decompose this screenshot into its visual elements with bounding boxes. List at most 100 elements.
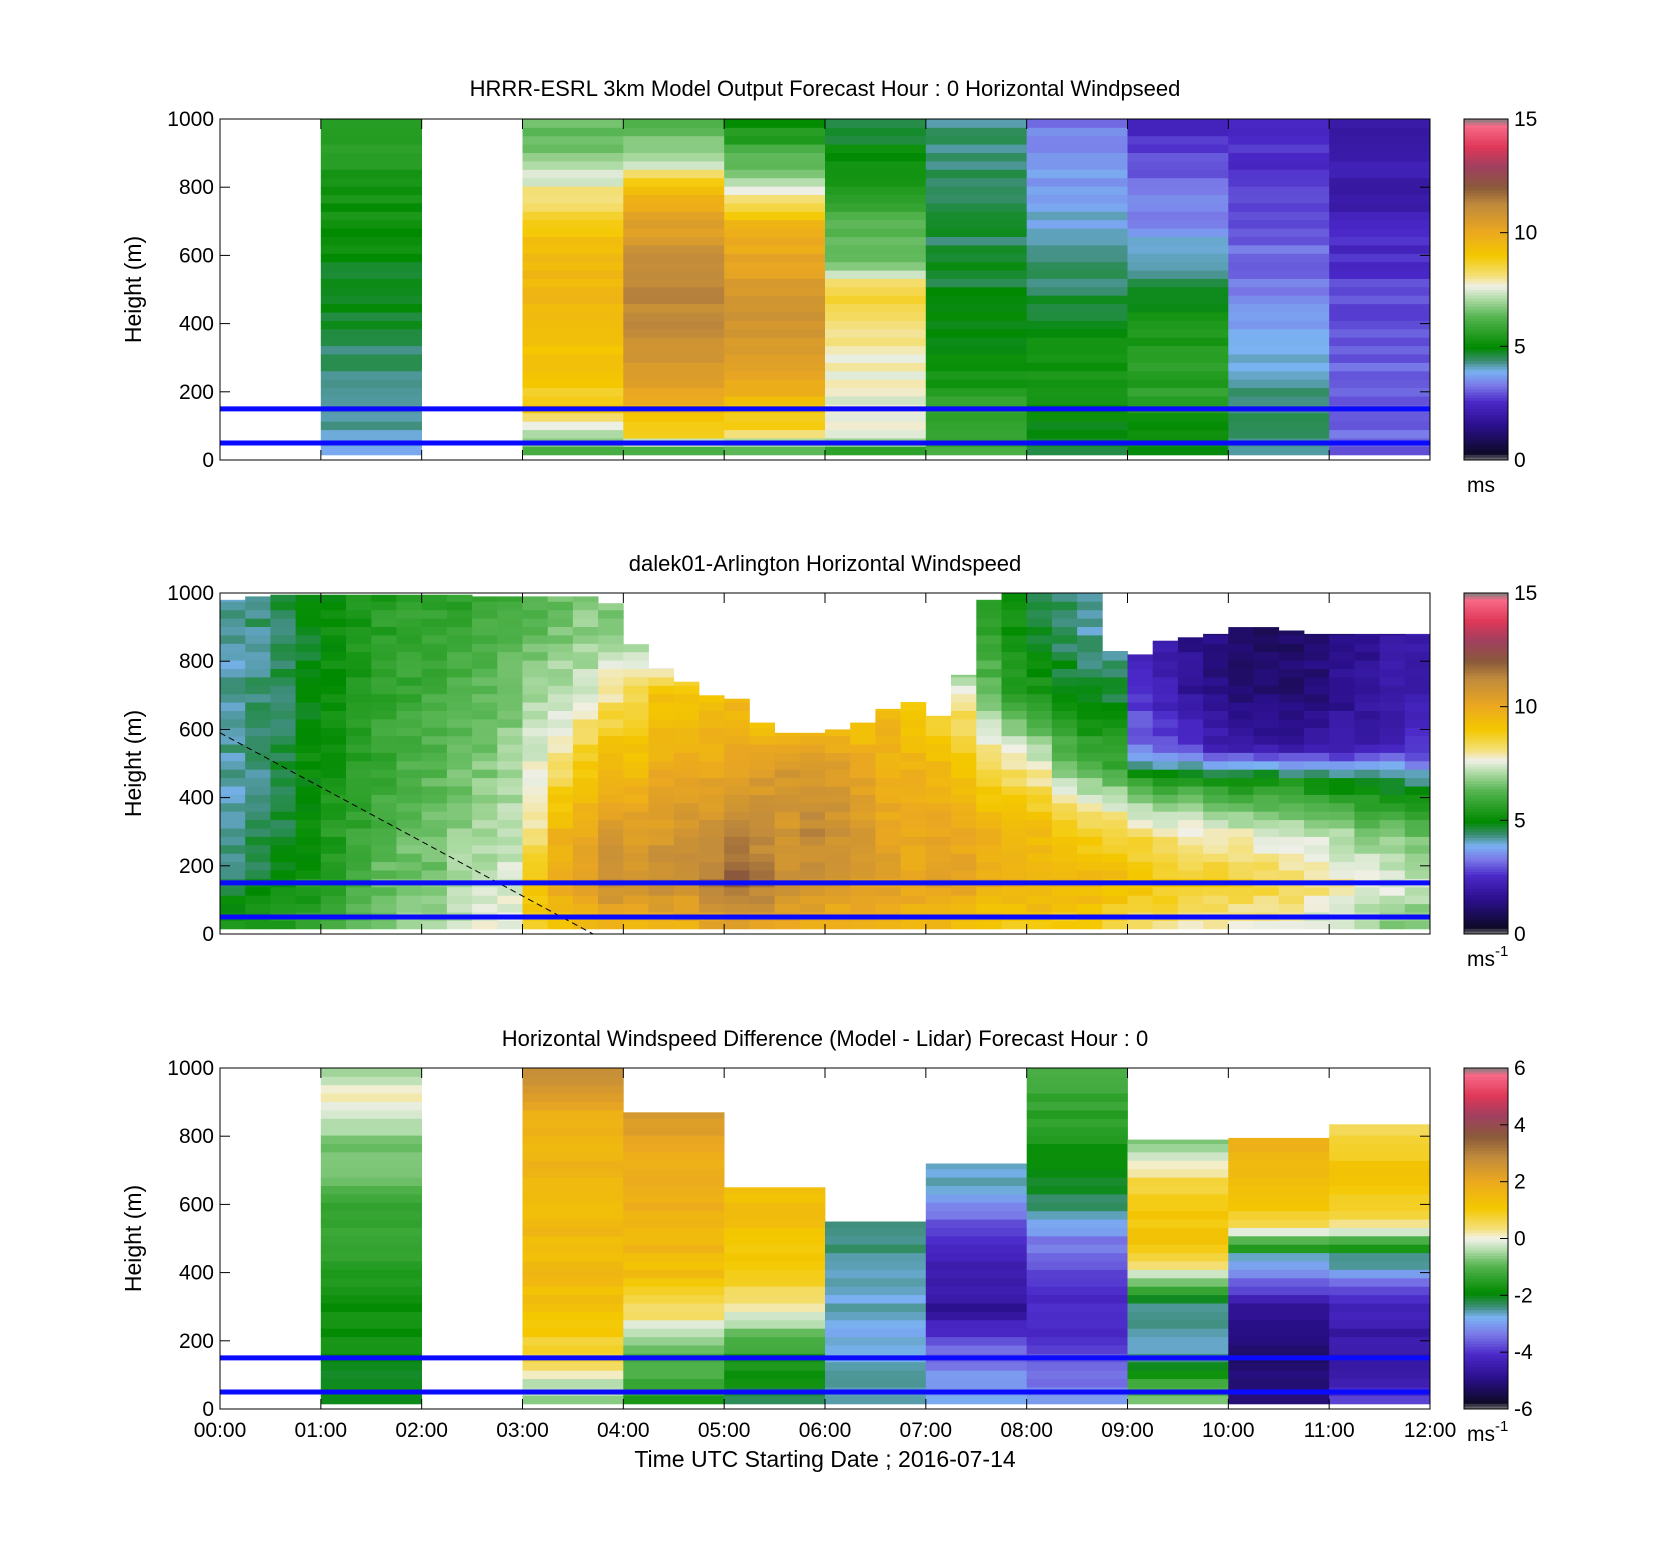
heatmap-cell: [1329, 769, 1355, 779]
heatmap-cell: [850, 777, 876, 787]
heatmap-cell: [522, 1177, 624, 1186]
heatmap-cell: [270, 702, 296, 711]
colorbar-swatch: [1464, 766, 1508, 770]
heatmap-cell: [497, 752, 523, 762]
x-tick-label: 10:00: [1202, 1419, 1255, 1442]
heatmap-cell: [1253, 802, 1280, 812]
colorbar-swatch: [1464, 899, 1508, 904]
heatmap-cell: [1152, 752, 1179, 762]
heatmap-cell: [396, 719, 423, 728]
heatmap-cell: [1026, 219, 1128, 229]
heatmap-cell: [598, 651, 624, 661]
heatmap-cell: [1026, 727, 1053, 737]
colorbar-swatch: [1464, 1366, 1508, 1370]
heatmap-cell: [1228, 387, 1330, 397]
heatmap-cell: [522, 1068, 624, 1077]
heatmap-cell: [1329, 328, 1431, 338]
heatmap-cell: [951, 752, 977, 762]
heatmap-cell: [1228, 396, 1330, 405]
heatmap-cell: [1102, 752, 1128, 762]
heatmap-cell: [699, 702, 725, 711]
heatmap-cell: [976, 660, 1002, 669]
colorbar-swatch: [1464, 615, 1508, 620]
heatmap-cell: [1379, 727, 1406, 737]
heatmap-cell: [598, 786, 624, 795]
colorbar-swatch: [1464, 280, 1508, 285]
heatmap-cell: [1278, 735, 1305, 745]
heatmap-cell: [1026, 1068, 1128, 1077]
heatmap-cell: [396, 594, 423, 602]
heatmap-cell: [421, 895, 448, 905]
heatmap-cell: [1228, 203, 1330, 212]
colorbar-swatch: [1464, 871, 1508, 875]
y-tick-label: 0: [202, 449, 214, 472]
heatmap-cell: [245, 744, 271, 753]
heatmap-cell: [320, 354, 422, 363]
heatmap-cell: [925, 836, 952, 846]
colorbar-swatch: [1464, 814, 1508, 818]
heatmap-column: [1077, 593, 1103, 930]
heatmap-cell: [1026, 1319, 1128, 1329]
heatmap-cell: [648, 903, 675, 913]
heatmap-cell: [421, 735, 448, 745]
heatmap-cell: [925, 362, 1027, 372]
heatmap-cell: [1203, 693, 1229, 703]
heatmap-cell: [623, 651, 649, 661]
colorbar-swatch: [1464, 1207, 1508, 1211]
heatmap-cell: [1127, 295, 1229, 305]
colorbar-swatch: [1464, 187, 1508, 191]
heatmap-cell: [245, 760, 271, 770]
heatmap-cell: [623, 1135, 725, 1144]
heatmap-cell: [270, 744, 296, 753]
panel-model: HRRR-ESRL 3km Model Output Forecast Hour…: [120, 76, 1537, 497]
heatmap-cell: [320, 744, 347, 753]
heatmap-cell: [951, 853, 977, 863]
heatmap-cell: [371, 719, 397, 728]
heatmap-cell: [925, 446, 1027, 456]
heatmap-cell: [1354, 844, 1380, 854]
heatmap-cell: [724, 1227, 826, 1237]
heatmap-cell: [1026, 1227, 1128, 1237]
heatmap-cell: [900, 777, 927, 787]
heatmap-cell: [1228, 777, 1254, 787]
colorbar-swatch: [1464, 760, 1508, 764]
colorbar-swatch: [1464, 1082, 1508, 1086]
heatmap-cell: [396, 786, 423, 795]
heatmap-cell: [875, 861, 901, 871]
heatmap-cell: [1102, 861, 1128, 871]
heatmap-cell: [371, 752, 397, 762]
heatmap-cell: [1127, 1328, 1229, 1338]
heatmap-cell: [724, 236, 826, 246]
heatmap-cell: [497, 626, 523, 636]
heatmap-cell: [1152, 735, 1179, 745]
heatmap-cell: [371, 668, 397, 678]
heatmap-cell: [749, 786, 775, 795]
heatmap-cell: [320, 1303, 422, 1312]
colorbar-tick-label: 0: [1514, 923, 1526, 946]
heatmap-cell: [371, 609, 397, 619]
heatmap-cell: [1152, 769, 1179, 779]
heatmap-cell: [1152, 660, 1179, 669]
heatmap-cell: [1026, 1219, 1128, 1228]
heatmap-cell: [774, 828, 801, 837]
colorbar-swatch: [1464, 278, 1508, 282]
heatmap-cell: [522, 660, 549, 669]
heatmap-cell: [472, 777, 498, 787]
heatmap-cell: [1404, 786, 1431, 795]
heatmap-cell: [1026, 1194, 1128, 1203]
colorbar-swatch: [1464, 646, 1508, 651]
heatmap-cell: [774, 895, 801, 905]
chart-title: Horizontal Windspeed Difference (Model -…: [502, 1026, 1148, 1051]
heatmap-cell: [1127, 828, 1154, 837]
heatmap-cell: [976, 760, 1002, 770]
heatmap-cell: [724, 203, 826, 212]
heatmap-cell: [925, 203, 1027, 212]
heatmap-cell: [1379, 794, 1406, 804]
colorbar-tick-label: -4: [1514, 1341, 1533, 1364]
heatmap-cell: [976, 735, 1002, 745]
heatmap-cell: [1152, 853, 1179, 863]
heatmap-cell: [875, 735, 901, 745]
heatmap-column: [572, 596, 599, 930]
heatmap-cell: [925, 211, 1027, 221]
heatmap-cell: [320, 635, 347, 644]
